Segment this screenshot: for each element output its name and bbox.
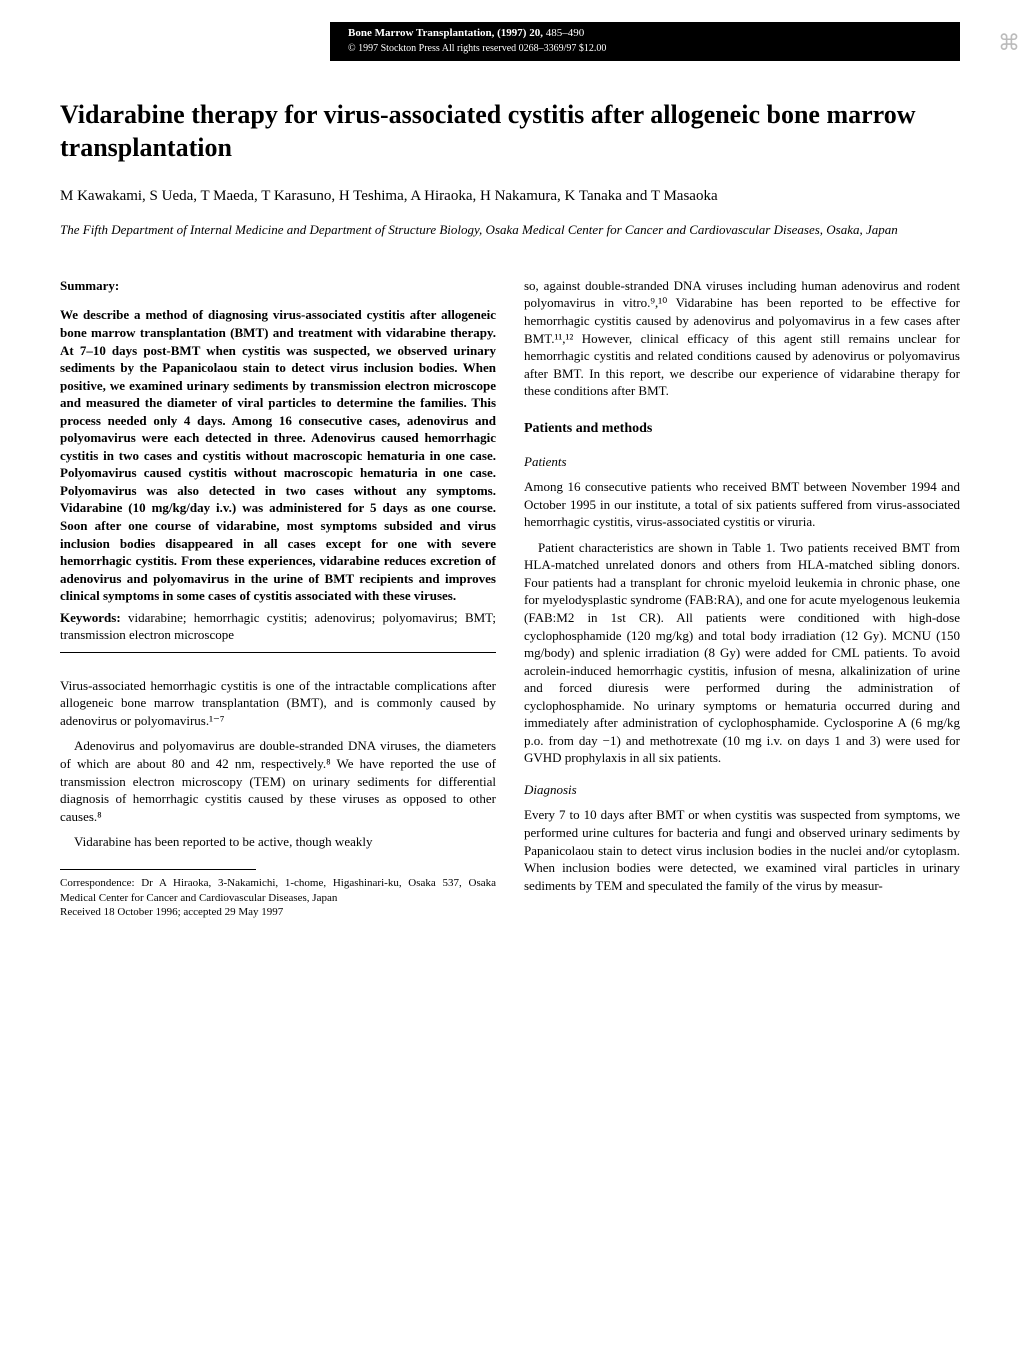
abstract-text: We describe a method of diagnosing virus…	[60, 306, 496, 604]
correspondence-divider	[60, 869, 256, 870]
journal-name: Bone Marrow Transplantation, (1997) 20, …	[348, 26, 942, 41]
correspondence-address: Correspondence: Dr A Hiraoka, 3-Nakamich…	[60, 876, 496, 906]
keywords-text: vidarabine; hemorrhagic cystitis; adenov…	[60, 610, 496, 643]
publisher-logo-icon: ⌘	[998, 28, 1020, 58]
journal-pages: 485–490	[546, 27, 585, 39]
journal-header: Bone Marrow Transplantation, (1997) 20, …	[330, 22, 960, 61]
patients-paragraph-2: Patient characteristics are shown in Tab…	[524, 539, 960, 767]
diagnosis-subheading: Diagnosis	[524, 781, 960, 799]
diagnosis-paragraph-1: Every 7 to 10 days after BMT or when cys…	[524, 806, 960, 894]
affiliation: The Fifth Department of Internal Medicin…	[60, 221, 960, 239]
patients-subheading: Patients	[524, 453, 960, 471]
intro-paragraph-2: Adenovirus and polyomavirus are double-s…	[60, 737, 496, 825]
right-column: so, against double-stranded DNA viruses …	[524, 277, 960, 920]
keywords-label: Keywords:	[60, 610, 121, 625]
intro-paragraph-3: Vidarabine has been reported to be activ…	[60, 833, 496, 851]
journal-copyright: © 1997 Stockton Press All rights reserve…	[348, 42, 942, 56]
abstract-divider	[60, 652, 496, 653]
keywords-block: Keywords: vidarabine; hemorrhagic cystit…	[60, 609, 496, 644]
patients-methods-heading: Patients and methods	[524, 420, 960, 439]
patients-paragraph-1: Among 16 consecutive patients who receiv…	[524, 478, 960, 531]
journal-title: Bone Marrow Transplantation, (1997) 20,	[348, 27, 543, 39]
article-title: Vidarabine therapy for virus-associated …	[60, 99, 960, 164]
two-column-layout: Summary: We describe a method of diagnos…	[60, 277, 960, 920]
authors-list: M Kawakami, S Ueda, T Maeda, T Karasuno,…	[60, 186, 960, 207]
intro-paragraph-1: Virus-associated hemorrhagic cystitis is…	[60, 677, 496, 730]
left-column: Summary: We describe a method of diagnos…	[60, 277, 496, 920]
received-date: Received 18 October 1996; accepted 29 Ma…	[60, 905, 496, 920]
summary-heading: Summary:	[60, 277, 496, 295]
continuation-paragraph: so, against double-stranded DNA viruses …	[524, 277, 960, 400]
